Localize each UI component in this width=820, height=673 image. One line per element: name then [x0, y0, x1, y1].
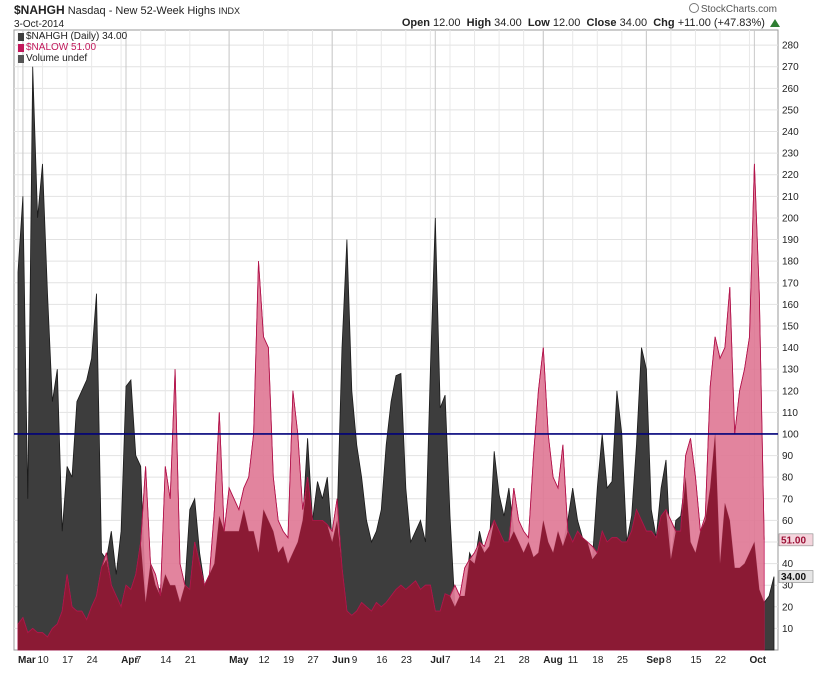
- y-tick-label: 110: [782, 408, 798, 419]
- chart-title: $NAHGH Nasdaq - New 52-Week Highs INDX: [14, 3, 240, 17]
- y-tick-label: 130: [782, 365, 799, 376]
- x-month-label: Oct: [749, 655, 766, 666]
- up-arrow-icon: [770, 19, 780, 27]
- legend-swatch-nahgh: [18, 32, 24, 41]
- y-tick-label: 210: [782, 192, 799, 203]
- x-tick-label: 9: [352, 655, 358, 666]
- high-label: High: [466, 17, 492, 29]
- y-tick-label: 220: [782, 170, 799, 181]
- legend-item-volume: Volume undef: [18, 53, 127, 64]
- x-tick-label: 19: [283, 655, 295, 666]
- legend-swatch-nalow: [18, 43, 24, 52]
- legend-swatch-volume: [18, 54, 24, 63]
- x-month-label: May: [229, 655, 249, 666]
- y-tick-label: 90: [782, 451, 794, 462]
- y-tick-label: 190: [782, 235, 799, 246]
- stockcharts-credit[interactable]: StockCharts.com: [688, 3, 777, 15]
- legend-item-nalow: $NALOW 51.00: [18, 42, 127, 53]
- x-tick-label: 17: [62, 655, 74, 666]
- x-tick-label: 21: [494, 655, 506, 666]
- x-tick-label: 14: [160, 655, 172, 666]
- x-month-label: Aug: [543, 655, 562, 666]
- x-tick-label: 8: [666, 655, 672, 666]
- x-tick-label: 16: [376, 655, 388, 666]
- y-tick-label: 80: [782, 473, 794, 484]
- y-tick-label: 10: [782, 624, 794, 635]
- y-tick-label: 150: [782, 321, 799, 332]
- chart-date: 3-Oct-2014: [14, 19, 65, 30]
- legend-label-volume: Volume undef: [26, 53, 88, 64]
- open-label: Open: [401, 17, 430, 29]
- low-label: Low: [527, 17, 550, 29]
- x-tick-label: 11: [568, 655, 579, 666]
- x-tick-label: 15: [690, 655, 702, 666]
- y-tick-label: 30: [782, 581, 794, 592]
- y-tick-label: 180: [782, 257, 799, 268]
- chg-label: Chg: [653, 17, 675, 29]
- x-tick-label: 7: [445, 655, 451, 666]
- x-month-label: Apr: [121, 655, 138, 666]
- x-tick-label: 10: [38, 655, 50, 666]
- y-tick-label: 40: [782, 559, 794, 570]
- open-value: 12.00: [433, 17, 461, 29]
- ticker-symbol: $NAHGH: [14, 3, 65, 17]
- ohlc-summary: Open 12.00 High 34.00 Low 12.00 Close 34…: [402, 17, 780, 29]
- x-tick-label: 14: [470, 655, 482, 666]
- x-tick-label: 23: [401, 655, 413, 666]
- low-value: 12.00: [552, 17, 581, 29]
- ticker-name: Nasdaq - New 52-Week Highs: [67, 5, 216, 17]
- copyright-icon: [688, 3, 699, 13]
- y-tick-label: 240: [782, 127, 799, 138]
- legend-label-nahgh: $NAHGH (Daily) 34.00: [26, 31, 128, 42]
- x-tick-label: 27: [308, 655, 320, 666]
- x-tick-label: 25: [617, 655, 629, 666]
- x-tick-label: 18: [592, 655, 604, 666]
- y-tick-label: 230: [782, 149, 799, 160]
- close-label: Close: [586, 17, 617, 29]
- legend-label-nalow: $NALOW 51.00: [26, 42, 97, 53]
- chg-value: +11.00 (+47.83%): [677, 17, 765, 29]
- last-tag-nahgh-box: [778, 570, 814, 583]
- y-tick-label: 60: [782, 516, 794, 527]
- legend: $NAHGH (Daily) 34.00 $NALOW 51.00 Volume…: [18, 31, 127, 64]
- y-tick-label: 200: [782, 213, 799, 224]
- last-tag-nalow-text: 51.00: [781, 535, 806, 546]
- last-tag-nahgh-text: 34.00: [781, 572, 806, 583]
- y-tick-label: 140: [782, 343, 799, 354]
- x-tick-label: 7: [136, 655, 142, 666]
- y-tick-label: 250: [782, 105, 799, 116]
- high-value: 34.00: [494, 17, 522, 29]
- y-tick-label: 260: [782, 84, 799, 95]
- series-line-nalow: [17, 163, 765, 638]
- last-tag-nalow-box: [778, 533, 814, 547]
- y-tick-label: 120: [782, 386, 799, 397]
- y-tick-label: 270: [782, 62, 799, 73]
- y-tick-label: 280: [782, 41, 799, 52]
- y-tick-label: 100: [782, 429, 799, 440]
- exchange-label: INDX: [218, 6, 241, 16]
- y-tick-label: 170: [782, 278, 799, 289]
- x-tick-label: 21: [185, 655, 197, 666]
- series-area-overlap: [18, 434, 765, 650]
- x-month-label: Jun: [332, 655, 350, 666]
- y-tick-label: 70: [782, 494, 794, 505]
- close-value: 34.00: [619, 17, 648, 29]
- x-tick-label: 24: [87, 655, 99, 666]
- y-tick-label: 160: [782, 300, 799, 311]
- legend-item-nahgh: $NAHGH (Daily) 34.00: [18, 31, 127, 42]
- credit-label: StockCharts.com: [700, 4, 777, 15]
- y-tick-label: 20: [782, 602, 794, 613]
- x-month-label: Jul: [430, 655, 445, 666]
- x-month-label: Sep: [646, 655, 664, 666]
- x-month-label: Mar: [18, 655, 36, 666]
- x-tick-label: 12: [258, 655, 270, 666]
- x-tick-label: 28: [519, 655, 531, 666]
- x-tick-label: 22: [715, 655, 727, 666]
